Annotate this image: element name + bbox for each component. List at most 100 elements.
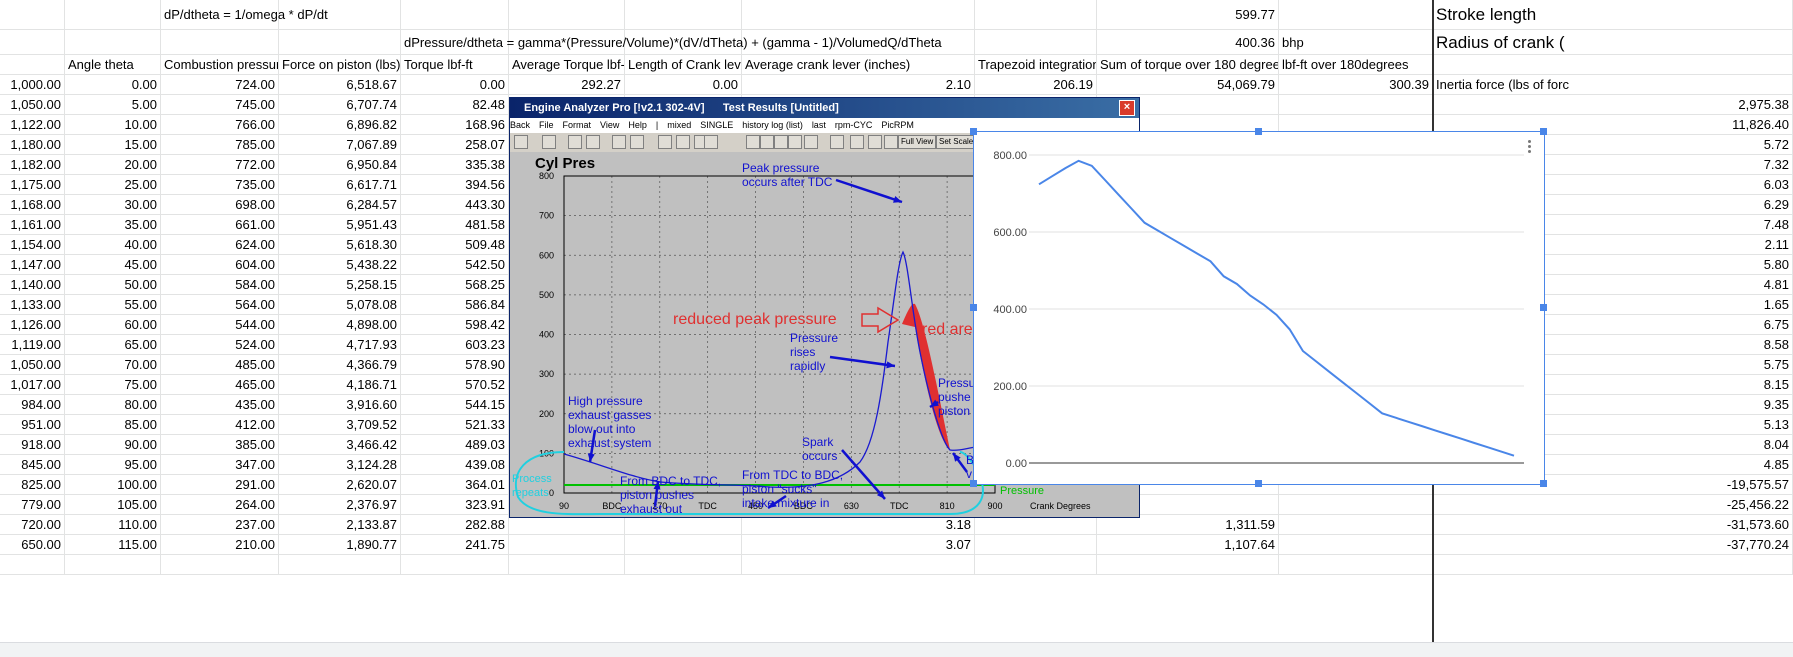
resize-handle[interactable] — [1540, 304, 1547, 311]
data-cell[interactable]: 1,017.00 — [0, 375, 65, 395]
column-header[interactable]: Length of Crank lever (inches) — [625, 55, 742, 75]
inertia-cell[interactable]: -31,573.60 — [1433, 515, 1793, 535]
data-cell[interactable]: 412.00 — [161, 415, 279, 435]
resize-handle[interactable] — [970, 304, 977, 311]
data-cell[interactable]: 1,890.77 — [279, 535, 401, 555]
data-cell[interactable]: 521.33 — [401, 415, 509, 435]
sheet-cell[interactable] — [65, 30, 161, 55]
data-cell[interactable]: 80.00 — [65, 395, 161, 415]
data-cell[interactable]: 724.00 — [161, 75, 279, 95]
bhp-unit-cell[interactable]: bhp — [1279, 30, 1433, 55]
data-cell[interactable]: 465.00 — [161, 375, 279, 395]
inertia-cell[interactable]: 2,975.38 — [1433, 95, 1793, 115]
data-cell[interactable]: 3,916.60 — [279, 395, 401, 415]
data-cell[interactable]: 5,951.43 — [279, 215, 401, 235]
data-cell[interactable]: 55.00 — [65, 295, 161, 315]
data-cell[interactable]: 481.58 — [401, 215, 509, 235]
data-cell[interactable]: 65.00 — [65, 335, 161, 355]
data-cell[interactable]: 564.00 — [161, 295, 279, 315]
sheet-cell[interactable] — [742, 0, 975, 30]
column-header[interactable]: Sum of torque over 180 degree — [1097, 55, 1279, 75]
stroke-value-cell[interactable]: 599.77 — [1097, 0, 1279, 30]
data-cell[interactable]: 210.00 — [161, 535, 279, 555]
data-cell[interactable]: 237.00 — [161, 515, 279, 535]
sheet-cell[interactable] — [279, 555, 401, 575]
crank-radius-label[interactable]: Radius of crank ( — [1433, 30, 1793, 55]
data-cell[interactable]: 745.00 — [161, 95, 279, 115]
data-cell[interactable]: 1,154.00 — [0, 235, 65, 255]
inertia-cell[interactable]: -37,770.24 — [1433, 535, 1793, 555]
data-cell[interactable]: 4,898.00 — [279, 315, 401, 335]
data-cell[interactable]: 35.00 — [65, 215, 161, 235]
data-cell[interactable]: 735.00 — [161, 175, 279, 195]
data-cell[interactable]: 105.00 — [65, 495, 161, 515]
data-cell[interactable]: 542.50 — [401, 255, 509, 275]
data-cell[interactable]: 45.00 — [65, 255, 161, 275]
data-cell[interactable]: 95.00 — [65, 455, 161, 475]
lever-cell[interactable]: 3.18 — [742, 515, 975, 535]
trapezoid-cell[interactable]: 1,107.64 — [1097, 535, 1279, 555]
bhp-value-cell[interactable]: 400.36 — [1097, 30, 1279, 55]
data-cell[interactable]: 0.00 — [401, 75, 509, 95]
sheet-cell[interactable] — [975, 0, 1097, 30]
sheet-cell[interactable] — [625, 555, 742, 575]
sheet-cell[interactable] — [509, 555, 625, 575]
data-cell[interactable]: 10.00 — [65, 115, 161, 135]
data-cell[interactable]: 6,617.71 — [279, 175, 401, 195]
inertia-header[interactable]: Inertia force (lbs of forc — [1433, 75, 1793, 95]
data-cell[interactable]: 364.01 — [401, 475, 509, 495]
data-cell[interactable]: 241.75 — [401, 535, 509, 555]
data-cell[interactable]: 524.00 — [161, 335, 279, 355]
data-cell[interactable]: 5,258.15 — [279, 275, 401, 295]
sheet-cell[interactable] — [975, 515, 1097, 535]
sheet-cell[interactable] — [1097, 555, 1279, 575]
data-cell[interactable]: 779.00 — [0, 495, 65, 515]
sheet-cell[interactable] — [625, 515, 742, 535]
data-cell[interactable]: 845.00 — [0, 455, 65, 475]
sheet-cell[interactable] — [975, 535, 1097, 555]
data-cell[interactable]: 603.23 — [401, 335, 509, 355]
trapezoid-cell[interactable]: 206.19 — [975, 75, 1097, 95]
data-cell[interactable]: 1,050.00 — [0, 355, 65, 375]
data-cell[interactable]: 443.30 — [401, 195, 509, 215]
data-cell[interactable]: 258.07 — [401, 135, 509, 155]
formula-cell[interactable]: dP/dtheta = 1/omega * dP/dt — [161, 0, 509, 30]
column-header[interactable]: Force on piston (lbs) — [279, 55, 401, 75]
sheet-cell[interactable] — [1279, 535, 1433, 555]
data-cell[interactable]: 347.00 — [161, 455, 279, 475]
data-cell[interactable]: 100.00 — [65, 475, 161, 495]
data-cell[interactable]: 5.00 — [65, 95, 161, 115]
sheet-cell[interactable] — [509, 535, 625, 555]
data-cell[interactable]: 2,620.07 — [279, 475, 401, 495]
sum-torque-cell[interactable]: 54,069.79 — [1097, 75, 1279, 95]
crank-length-cell[interactable]: 0.00 — [625, 75, 742, 95]
data-cell[interactable]: 435.00 — [161, 395, 279, 415]
data-cell[interactable]: 1,050.00 — [0, 95, 65, 115]
inertia-cell[interactable]: -25,456.22 — [1433, 495, 1793, 515]
sheet-cell[interactable] — [279, 30, 401, 55]
sheet-cell[interactable] — [509, 515, 625, 535]
sheet-cell[interactable] — [1433, 55, 1793, 75]
stroke-length-label[interactable]: Stroke length — [1433, 0, 1793, 30]
data-cell[interactable]: 785.00 — [161, 135, 279, 155]
data-cell[interactable]: 1,182.00 — [0, 155, 65, 175]
data-cell[interactable]: 264.00 — [161, 495, 279, 515]
lever-cell[interactable]: 3.07 — [742, 535, 975, 555]
data-cell[interactable]: 4,366.79 — [279, 355, 401, 375]
data-cell[interactable]: 168.96 — [401, 115, 509, 135]
sheet-cell[interactable] — [742, 555, 975, 575]
data-cell[interactable]: 951.00 — [0, 415, 65, 435]
data-cell[interactable]: 578.90 — [401, 355, 509, 375]
data-cell[interactable]: 485.00 — [161, 355, 279, 375]
data-cell[interactable]: 7,067.89 — [279, 135, 401, 155]
chart-menu-icon[interactable] — [1528, 140, 1532, 155]
sheet-cell[interactable] — [1097, 495, 1279, 515]
data-cell[interactable]: 6,707.74 — [279, 95, 401, 115]
sheet-cell[interactable] — [625, 535, 742, 555]
data-cell[interactable]: 15.00 — [65, 135, 161, 155]
sheet-cell[interactable] — [0, 55, 65, 75]
data-cell[interactable]: 70.00 — [65, 355, 161, 375]
data-cell[interactable]: 2,376.97 — [279, 495, 401, 515]
data-cell[interactable]: 1,122.00 — [0, 115, 65, 135]
data-cell[interactable]: 624.00 — [161, 235, 279, 255]
